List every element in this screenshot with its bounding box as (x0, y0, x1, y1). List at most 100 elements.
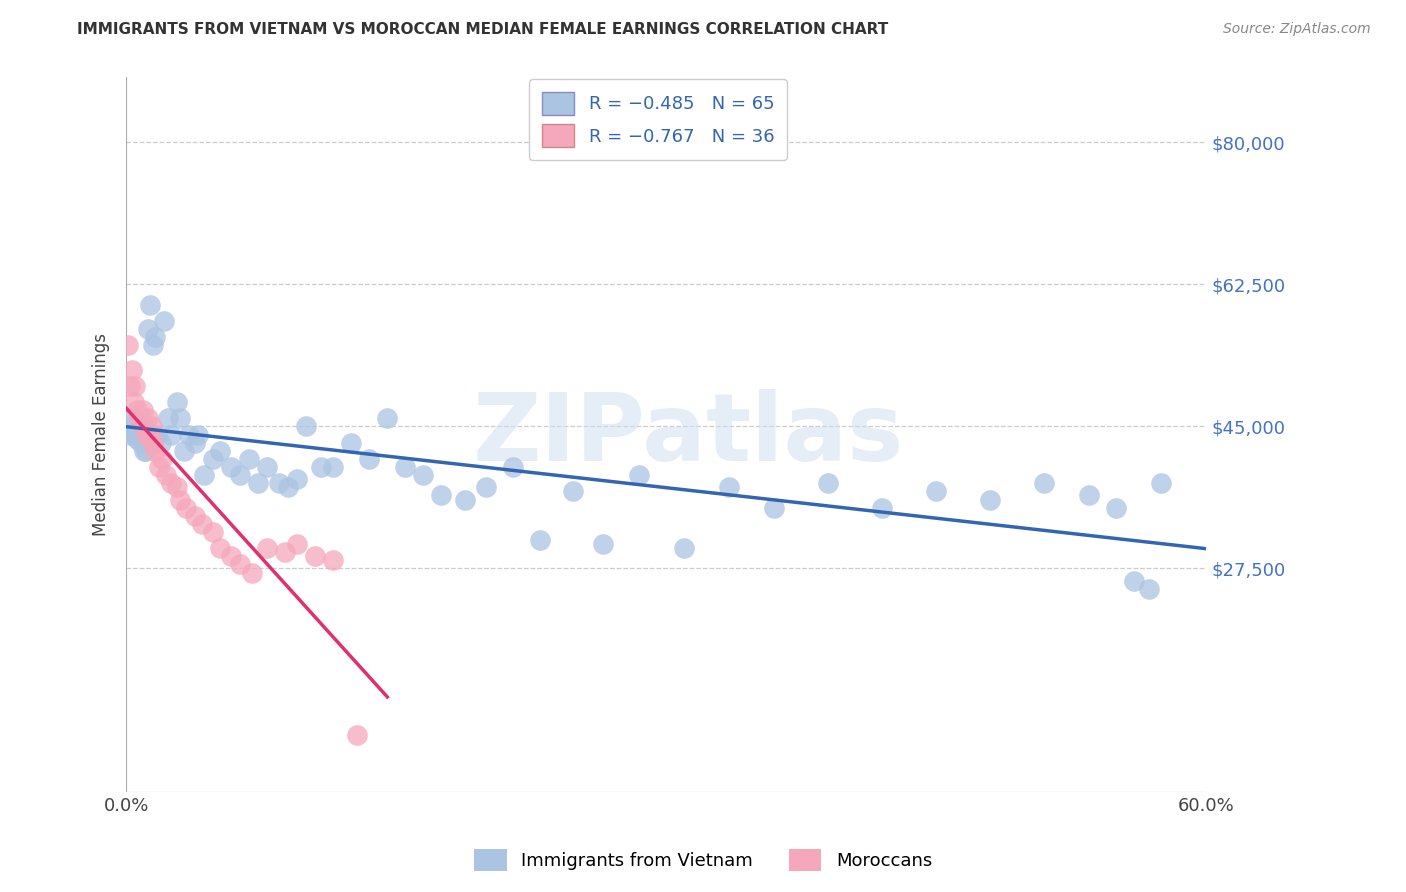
Point (138, 298, 160, 312)
Point (561, 484, 583, 499)
Point (169, 492, 191, 507)
Point (228, 468, 250, 483)
Point (160, 476, 183, 491)
Point (166, 395, 188, 409)
Point (430, 488, 453, 502)
Text: Source: ZipAtlas.com: Source: ZipAtlas.com (1223, 22, 1371, 37)
Point (322, 460, 344, 475)
Legend: Immigrants from Vietnam, Moroccans: Immigrants from Vietnam, Moroccans (467, 842, 939, 879)
Point (322, 553, 344, 567)
Point (1123, 574, 1146, 588)
Point (454, 492, 477, 507)
Point (1105, 500, 1128, 515)
Point (174, 500, 197, 515)
Point (246, 476, 269, 491)
Point (131, 424, 153, 438)
Point (1033, 476, 1056, 491)
Point (304, 549, 326, 564)
Point (153, 314, 176, 328)
Point (219, 460, 242, 475)
Point (412, 468, 434, 483)
Point (166, 480, 188, 494)
Point (359, 451, 381, 466)
Point (160, 427, 183, 442)
Point (179, 427, 201, 442)
Point (148, 460, 170, 475)
Point (274, 545, 297, 559)
Point (183, 508, 205, 523)
Point (285, 472, 308, 486)
Point (592, 537, 614, 551)
Point (1137, 582, 1160, 596)
Legend: R = −0.485   N = 65, R = −0.767   N = 36: R = −0.485 N = 65, R = −0.767 N = 36 (529, 79, 787, 160)
Point (118, 379, 141, 393)
Point (146, 427, 169, 442)
Point (628, 468, 651, 483)
Point (193, 468, 215, 483)
Point (228, 558, 250, 572)
Point (124, 427, 146, 442)
Point (138, 427, 160, 442)
Y-axis label: Median Female Earnings: Median Female Earnings (93, 333, 110, 536)
Point (141, 419, 163, 434)
Point (142, 435, 165, 450)
Point (925, 484, 948, 499)
Point (117, 338, 139, 352)
Point (127, 432, 149, 446)
Point (128, 411, 150, 425)
Point (375, 411, 398, 425)
Point (135, 443, 157, 458)
Point (142, 338, 165, 352)
Point (872, 500, 894, 515)
Point (208, 541, 231, 556)
Point (191, 516, 214, 531)
Point (134, 419, 156, 434)
Point (122, 395, 145, 409)
Point (135, 427, 157, 442)
Point (183, 435, 205, 450)
Point (1078, 488, 1101, 502)
Point (219, 549, 242, 564)
Point (763, 500, 786, 515)
Point (256, 541, 278, 556)
Point (121, 419, 143, 434)
Point (201, 524, 224, 539)
Point (208, 443, 231, 458)
Point (155, 468, 177, 483)
Point (269, 476, 291, 491)
Point (277, 480, 299, 494)
Point (136, 322, 159, 336)
Point (529, 533, 551, 547)
Point (238, 451, 260, 466)
Point (201, 451, 224, 466)
Point (309, 460, 332, 475)
Text: ZIPatlas: ZIPatlas (472, 389, 904, 481)
Point (240, 566, 263, 580)
Point (118, 427, 141, 442)
Point (817, 476, 839, 491)
Text: IMMIGRANTS FROM VIETNAM VS MOROCCAN MEDIAN FEMALE EARNINGS CORRELATION CHART: IMMIGRANTS FROM VIETNAM VS MOROCCAN MEDI… (77, 22, 889, 37)
Point (131, 403, 153, 417)
Point (340, 435, 363, 450)
Point (122, 411, 145, 425)
Point (149, 435, 172, 450)
Point (673, 541, 696, 556)
Point (169, 411, 191, 425)
Point (128, 427, 150, 442)
Point (156, 411, 179, 425)
Point (127, 403, 149, 417)
Point (129, 435, 152, 450)
Point (394, 460, 416, 475)
Point (129, 416, 152, 430)
Point (1150, 476, 1173, 491)
Point (295, 419, 318, 434)
Point (346, 728, 368, 742)
Point (143, 443, 166, 458)
Point (150, 451, 173, 466)
Point (124, 379, 146, 393)
Point (121, 362, 143, 376)
Point (173, 443, 195, 458)
Point (136, 411, 159, 425)
Point (502, 460, 524, 475)
Point (475, 480, 498, 494)
